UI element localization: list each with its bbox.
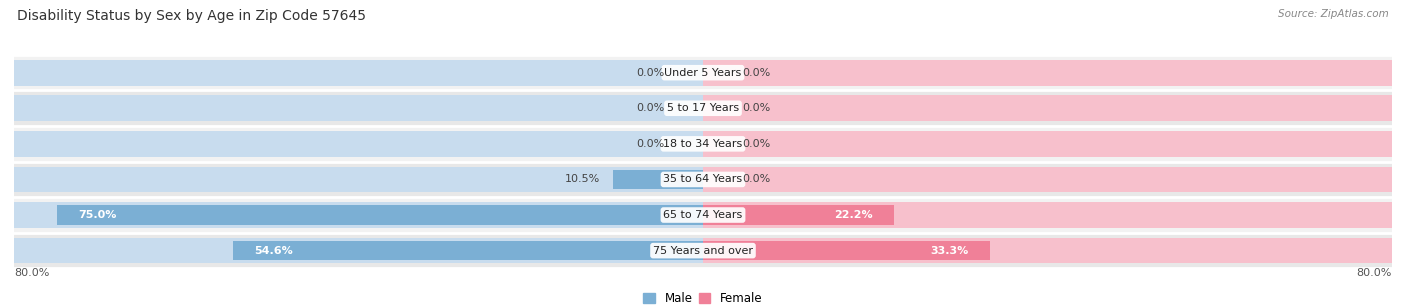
Text: 75.0%: 75.0% <box>79 210 117 220</box>
Bar <box>703 167 1392 192</box>
Text: Under 5 Years: Under 5 Years <box>665 68 741 78</box>
Bar <box>14 91 1392 126</box>
Text: 18 to 34 Years: 18 to 34 Years <box>664 139 742 149</box>
Bar <box>14 60 703 85</box>
Bar <box>703 95 1392 121</box>
Bar <box>58 205 703 225</box>
Text: 0.0%: 0.0% <box>742 103 770 113</box>
Bar <box>14 233 1392 268</box>
Text: 0.0%: 0.0% <box>636 139 664 149</box>
Bar <box>14 167 703 192</box>
Bar <box>233 241 703 260</box>
Text: Disability Status by Sex by Age in Zip Code 57645: Disability Status by Sex by Age in Zip C… <box>17 9 366 23</box>
Text: 0.0%: 0.0% <box>742 68 770 78</box>
Bar <box>703 60 1392 85</box>
Text: 75 Years and over: 75 Years and over <box>652 246 754 256</box>
Text: 0.0%: 0.0% <box>742 139 770 149</box>
Text: 33.3%: 33.3% <box>929 246 969 256</box>
Text: 35 to 64 Years: 35 to 64 Years <box>664 174 742 185</box>
Bar <box>14 55 1392 91</box>
Bar <box>703 205 894 225</box>
Text: 80.0%: 80.0% <box>14 268 49 278</box>
Bar <box>703 238 1392 264</box>
Text: 0.0%: 0.0% <box>636 103 664 113</box>
Text: 10.5%: 10.5% <box>564 174 599 185</box>
Bar <box>14 197 1392 233</box>
Text: 65 to 74 Years: 65 to 74 Years <box>664 210 742 220</box>
Text: 22.2%: 22.2% <box>834 210 873 220</box>
Bar <box>14 95 703 121</box>
Text: 54.6%: 54.6% <box>254 246 292 256</box>
Text: Source: ZipAtlas.com: Source: ZipAtlas.com <box>1278 9 1389 19</box>
Bar <box>703 241 990 260</box>
Text: 0.0%: 0.0% <box>636 68 664 78</box>
Bar <box>703 202 1392 228</box>
Bar <box>14 131 703 157</box>
Bar <box>14 126 1392 162</box>
Bar <box>703 131 1392 157</box>
Bar <box>14 162 1392 197</box>
Text: 5 to 17 Years: 5 to 17 Years <box>666 103 740 113</box>
Bar <box>613 170 703 189</box>
Bar <box>14 238 703 264</box>
Legend: Male, Female: Male, Female <box>638 287 768 305</box>
Text: 80.0%: 80.0% <box>1357 268 1392 278</box>
Bar <box>14 202 703 228</box>
Text: 0.0%: 0.0% <box>742 174 770 185</box>
